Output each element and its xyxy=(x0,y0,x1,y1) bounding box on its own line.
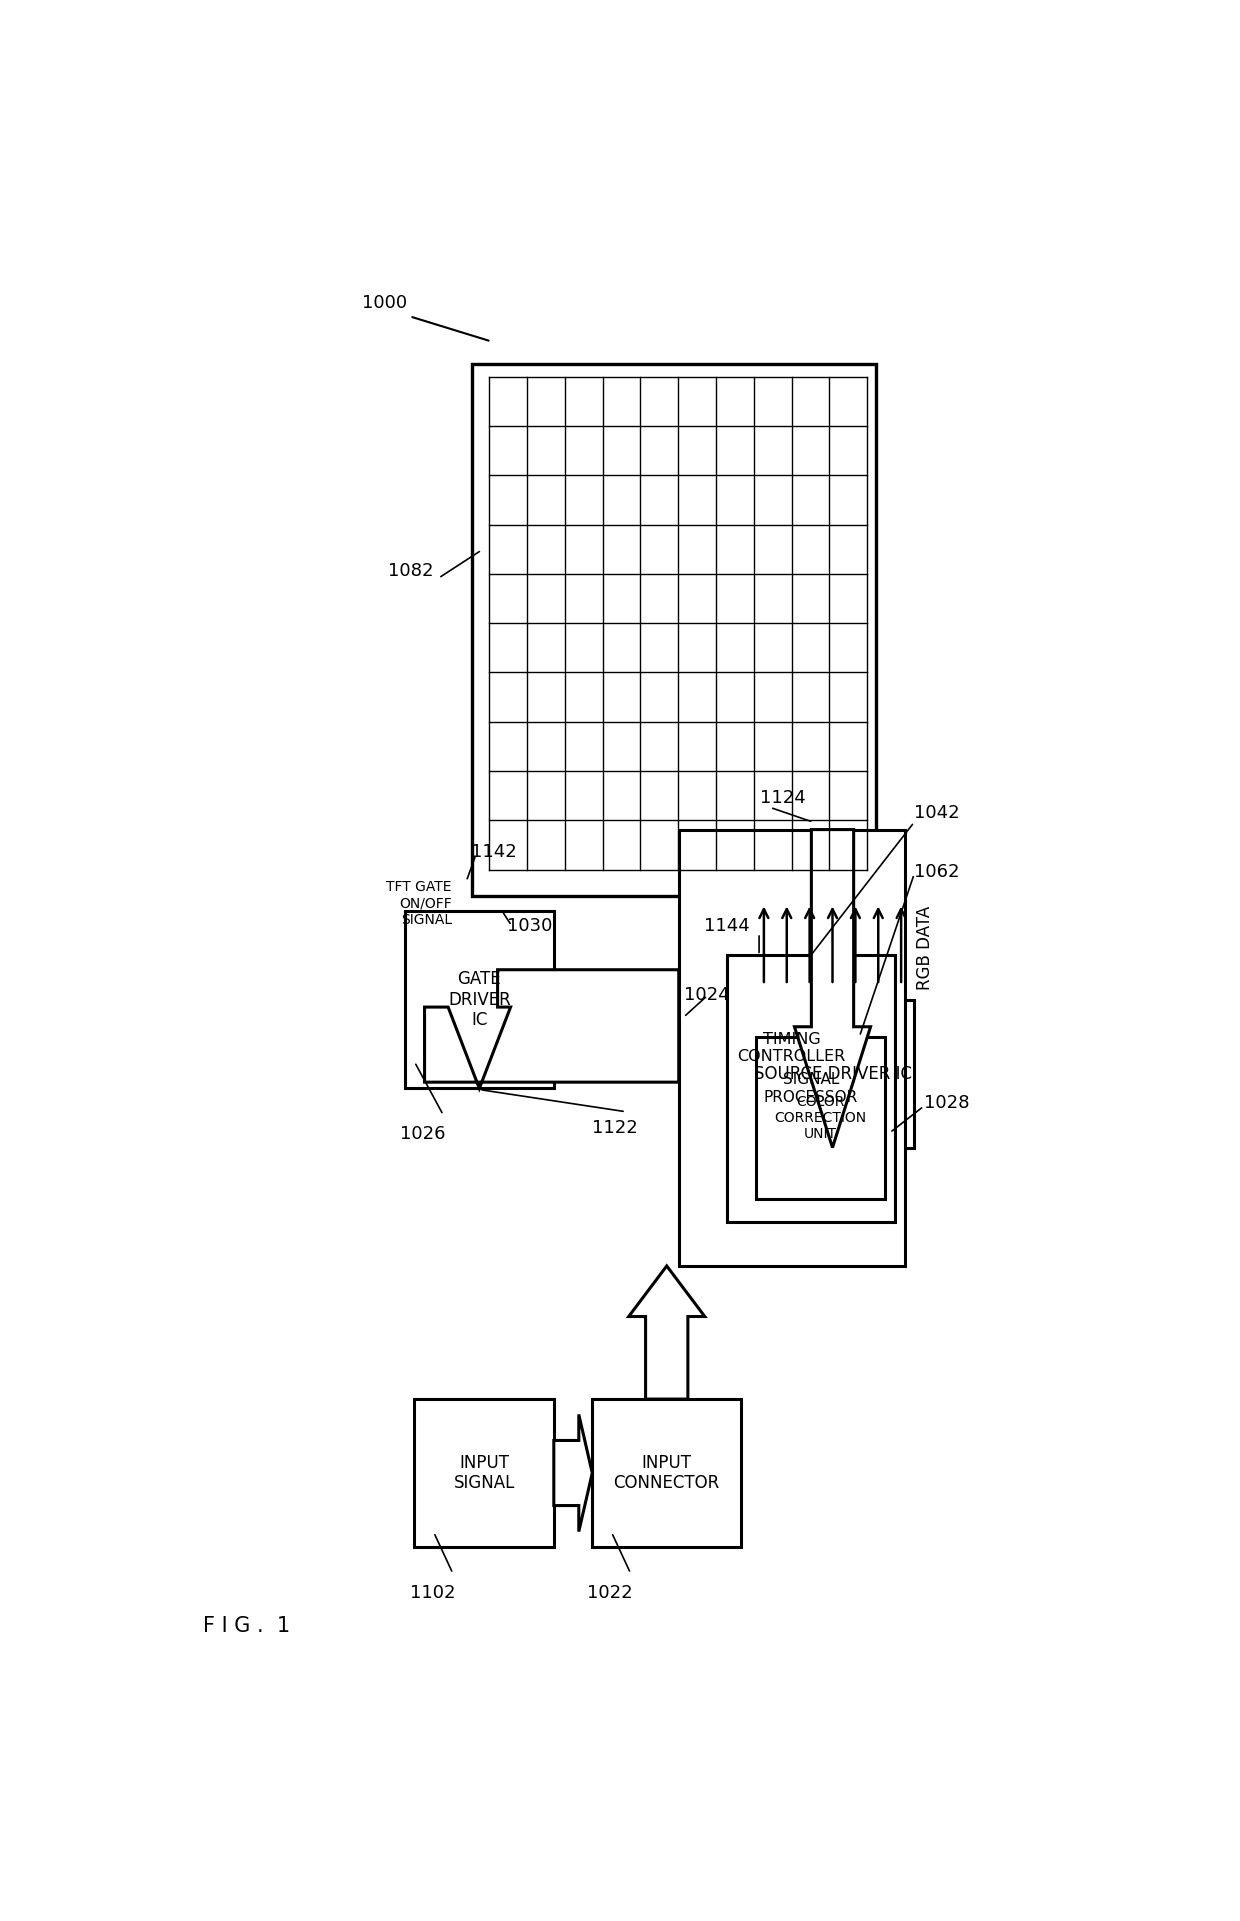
Text: 1124: 1124 xyxy=(760,790,806,807)
Text: GATE
DRIVER
IC: GATE DRIVER IC xyxy=(448,970,511,1030)
Text: 1030: 1030 xyxy=(507,916,552,936)
Polygon shape xyxy=(424,970,678,1089)
Text: 1122: 1122 xyxy=(593,1120,639,1137)
Polygon shape xyxy=(554,1414,593,1531)
Bar xyxy=(593,1398,742,1546)
Polygon shape xyxy=(795,830,870,1147)
Text: 1042: 1042 xyxy=(914,805,960,822)
Bar xyxy=(404,911,554,1089)
Text: 1022: 1022 xyxy=(588,1585,634,1602)
Text: 1142: 1142 xyxy=(471,843,517,861)
Text: F I G .  1: F I G . 1 xyxy=(203,1616,290,1637)
Text: RGB DATA: RGB DATA xyxy=(915,907,934,989)
Text: INPUT
CONNECTOR: INPUT CONNECTOR xyxy=(614,1454,720,1493)
Bar xyxy=(678,830,904,1266)
Text: 1028: 1028 xyxy=(924,1095,970,1112)
Text: 1024: 1024 xyxy=(683,985,729,1005)
Text: SIGNAL
PROCESSOR: SIGNAL PROCESSOR xyxy=(764,1072,858,1105)
Bar xyxy=(755,1037,885,1199)
Text: 1082: 1082 xyxy=(388,561,434,580)
Text: 1062: 1062 xyxy=(914,863,960,882)
Bar xyxy=(751,999,914,1147)
Polygon shape xyxy=(629,1266,704,1398)
Text: 1026: 1026 xyxy=(401,1126,445,1143)
Text: 1102: 1102 xyxy=(409,1585,455,1602)
Text: SOURCE DRIVER IC: SOURCE DRIVER IC xyxy=(754,1064,911,1083)
Text: TFT GATE
ON/OFF
SIGNAL: TFT GATE ON/OFF SIGNAL xyxy=(387,880,451,926)
Text: 1000: 1000 xyxy=(362,294,407,311)
Bar xyxy=(414,1398,554,1546)
Bar xyxy=(727,955,895,1222)
Text: COLOR
CORRECTION
UNIT: COLOR CORRECTION UNIT xyxy=(775,1095,867,1141)
Text: TIMING
CONTROLLER: TIMING CONTROLLER xyxy=(738,1032,846,1064)
Text: 1144: 1144 xyxy=(704,916,749,936)
Bar xyxy=(472,363,875,895)
Text: INPUT
SIGNAL: INPUT SIGNAL xyxy=(454,1454,515,1493)
